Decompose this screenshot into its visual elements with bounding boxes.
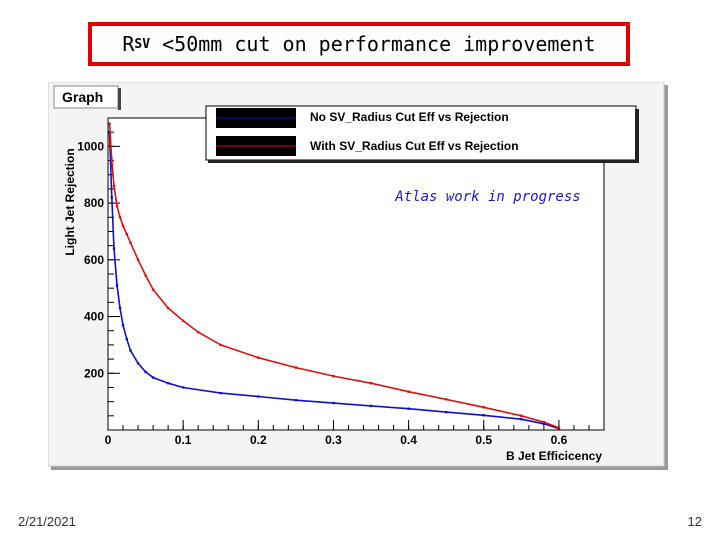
data-point-1 xyxy=(520,414,523,418)
data-point-1 xyxy=(121,224,125,227)
slide-title: R SV <50mm cut on performance improvement xyxy=(88,22,630,66)
data-point-0 xyxy=(407,407,410,410)
y-tick-label: 800 xyxy=(84,196,104,210)
data-point-1 xyxy=(407,390,410,393)
plot-area xyxy=(107,117,605,431)
legend-label-with-cut: With SV_Radius Cut Eff vs Rejection xyxy=(310,139,519,153)
data-point-0 xyxy=(129,349,132,352)
legend-shadow xyxy=(635,109,639,163)
data-point-0 xyxy=(219,391,222,395)
data-point-0 xyxy=(144,370,147,374)
data-point-1 xyxy=(369,382,373,385)
series-line-0 xyxy=(108,132,560,430)
data-point-0 xyxy=(542,422,546,425)
data-point-1 xyxy=(144,274,147,277)
data-point-0 xyxy=(369,404,373,408)
slide-title-rest: <50mm cut on performance improvement xyxy=(150,32,596,56)
data-point-1 xyxy=(482,406,485,409)
data-point-0 xyxy=(482,414,485,417)
data-point-0 xyxy=(444,410,448,414)
legend-label-no-cut: No SV_Radius Cut Eff vs Rejection xyxy=(310,110,509,124)
data-point-1 xyxy=(196,330,200,334)
data-point-0 xyxy=(520,418,523,421)
data-point-0 xyxy=(118,306,122,310)
data-point-0 xyxy=(110,196,113,199)
data-point-1 xyxy=(332,374,335,378)
data-point-1 xyxy=(112,184,116,188)
data-point-1 xyxy=(108,122,111,125)
x-tick-label: 0.4 xyxy=(400,433,417,447)
slide-title-main: R xyxy=(122,32,135,56)
data-point-1 xyxy=(219,343,222,347)
atlas-annotation: Atlas work in progress xyxy=(394,189,580,205)
footer-date: 2/21/2021 xyxy=(18,514,76,529)
data-point-1 xyxy=(181,319,185,322)
graph-title: Graph xyxy=(62,89,103,105)
data-point-0 xyxy=(112,247,116,250)
data-point-1 xyxy=(557,426,561,429)
x-tick-label: 0.2 xyxy=(250,433,267,447)
data-point-1 xyxy=(294,366,298,369)
data-point-0 xyxy=(332,401,335,405)
axes: 0 0.1 0.2 0.3 0.4 0.5 0.6 200 400 600 800 1000 xyxy=(77,117,605,447)
legend-shadow-bottom xyxy=(208,160,639,163)
data-point-1 xyxy=(115,204,119,208)
data-point-1 xyxy=(125,233,128,236)
data-point-1 xyxy=(129,241,132,244)
y-tick-label: 400 xyxy=(84,310,104,324)
data-point-0 xyxy=(166,382,170,385)
graph-title-shadow xyxy=(118,88,121,110)
x-tick-label: 0 xyxy=(105,433,112,447)
data-point-0 xyxy=(121,323,125,327)
slide-title-subscript: SV xyxy=(134,36,151,52)
data-point-0 xyxy=(294,399,298,402)
data-point-0 xyxy=(257,395,260,398)
y-tick-label: 600 xyxy=(84,253,104,267)
x-tick-label: 0.1 xyxy=(175,433,192,447)
y-tick-label: 200 xyxy=(84,366,104,380)
series-group xyxy=(108,122,561,430)
x-tick-label: 0.6 xyxy=(551,433,568,447)
data-point-0 xyxy=(115,284,119,287)
data-point-0 xyxy=(151,376,155,379)
y-axis-label: Light Jet Rejection xyxy=(63,148,77,255)
x-tick-label: 0.5 xyxy=(475,433,492,447)
page-number: 12 xyxy=(687,514,702,529)
data-point-1 xyxy=(151,288,155,291)
chart-canvas: Graph 0 0.1 0.2 0.3 0.4 0.5 0.6 200 400 600 800 100… xyxy=(48,82,668,470)
data-point-0 xyxy=(125,338,128,341)
x-tick-label: 0.3 xyxy=(325,433,342,447)
data-point-1 xyxy=(166,306,170,310)
data-point-1 xyxy=(444,398,448,401)
data-point-0 xyxy=(136,362,140,365)
y-tick-label: 1000 xyxy=(77,139,104,153)
data-point-1 xyxy=(118,216,122,219)
data-point-1 xyxy=(110,159,113,162)
data-point-1 xyxy=(542,420,546,424)
data-point-1 xyxy=(257,356,260,359)
x-axis-label: B Jet Efficicency xyxy=(506,449,602,463)
data-point-1 xyxy=(136,258,140,262)
data-point-0 xyxy=(181,386,185,389)
